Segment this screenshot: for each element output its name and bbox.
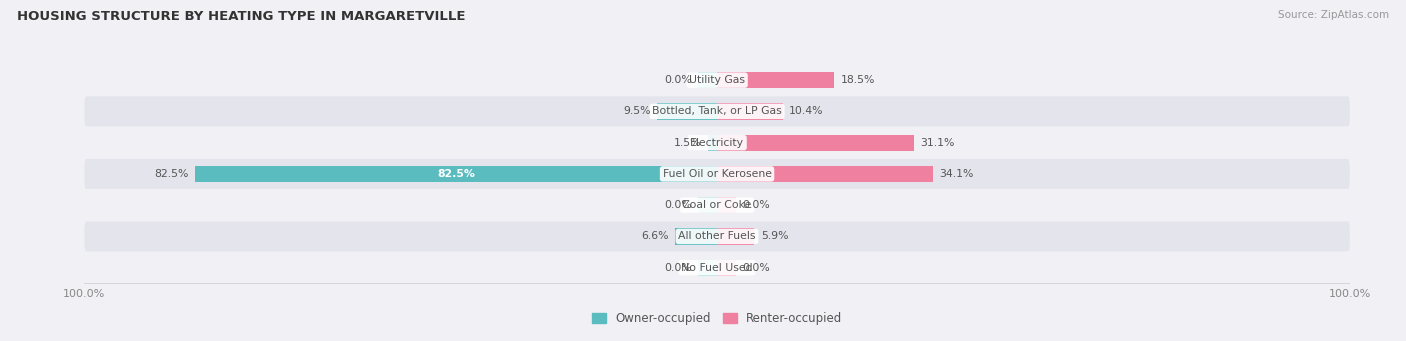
Text: 0.0%: 0.0% (742, 200, 770, 210)
FancyBboxPatch shape (84, 65, 1350, 95)
Text: 0.0%: 0.0% (664, 200, 692, 210)
Bar (699, 72, 717, 88)
Text: Electricity: Electricity (690, 138, 744, 148)
FancyBboxPatch shape (84, 97, 1350, 127)
FancyBboxPatch shape (84, 159, 1350, 189)
Text: 9.5%: 9.5% (623, 106, 651, 116)
Text: Bottled, Tank, or LP Gas: Bottled, Tank, or LP Gas (652, 106, 782, 116)
Bar (717, 103, 783, 119)
FancyBboxPatch shape (84, 190, 1350, 220)
Text: 5.9%: 5.9% (761, 232, 789, 241)
Bar (675, 228, 717, 244)
Bar (717, 134, 914, 151)
Bar (717, 260, 737, 276)
Text: 82.5%: 82.5% (437, 169, 475, 179)
FancyBboxPatch shape (84, 128, 1350, 158)
Text: 0.0%: 0.0% (742, 263, 770, 273)
Bar (699, 260, 717, 276)
Bar (717, 228, 755, 244)
Text: All other Fuels: All other Fuels (678, 232, 756, 241)
Text: 0.0%: 0.0% (664, 263, 692, 273)
Text: 34.1%: 34.1% (939, 169, 973, 179)
Text: 31.1%: 31.1% (920, 138, 955, 148)
Text: 18.5%: 18.5% (841, 75, 875, 85)
Bar (717, 72, 834, 88)
Legend: Owner-occupied, Renter-occupied: Owner-occupied, Renter-occupied (586, 308, 848, 330)
FancyBboxPatch shape (84, 221, 1350, 251)
Text: No Fuel Used: No Fuel Used (682, 263, 752, 273)
Text: Utility Gas: Utility Gas (689, 75, 745, 85)
Bar (707, 134, 717, 151)
Bar (717, 166, 932, 182)
Bar (657, 103, 717, 119)
FancyBboxPatch shape (84, 253, 1350, 283)
Text: Fuel Oil or Kerosene: Fuel Oil or Kerosene (662, 169, 772, 179)
Bar (195, 166, 717, 182)
Text: 6.6%: 6.6% (641, 232, 669, 241)
Text: 1.5%: 1.5% (673, 138, 702, 148)
Text: 0.0%: 0.0% (664, 75, 692, 85)
Text: Source: ZipAtlas.com: Source: ZipAtlas.com (1278, 10, 1389, 20)
Text: 82.5%: 82.5% (155, 169, 188, 179)
Bar (717, 197, 737, 213)
Bar (699, 197, 717, 213)
Text: HOUSING STRUCTURE BY HEATING TYPE IN MARGARETVILLE: HOUSING STRUCTURE BY HEATING TYPE IN MAR… (17, 10, 465, 23)
Text: Coal or Coke: Coal or Coke (682, 200, 752, 210)
Text: 10.4%: 10.4% (789, 106, 824, 116)
